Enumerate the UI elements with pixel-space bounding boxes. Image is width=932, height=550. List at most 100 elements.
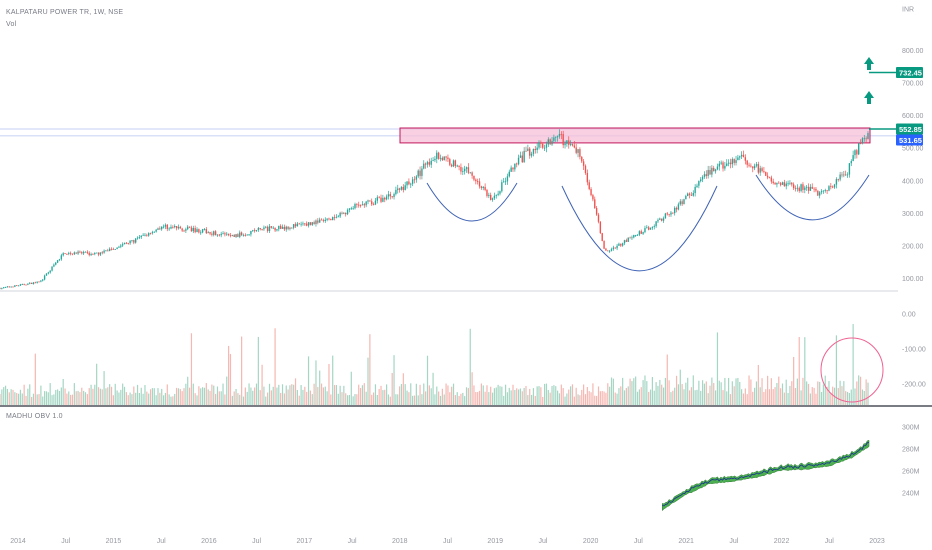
volume-bar <box>681 384 683 405</box>
volume-bar <box>242 396 245 405</box>
candle-body <box>627 237 629 242</box>
volume-bar <box>540 387 542 405</box>
volume-bar <box>655 382 657 405</box>
volume-bar <box>30 396 33 405</box>
candle-body <box>71 253 74 255</box>
volume-bar <box>806 381 808 405</box>
candle-body <box>229 234 232 236</box>
volume-bar <box>744 388 746 405</box>
volume-bar <box>610 377 613 405</box>
candle-body <box>796 187 799 189</box>
candle-body <box>668 214 670 216</box>
candle-body <box>42 279 44 281</box>
candle-body <box>740 154 743 157</box>
volume-bar <box>14 392 16 405</box>
volume-bar <box>536 386 538 405</box>
volume-bar <box>274 328 276 405</box>
candle-body <box>542 143 544 148</box>
time-tick-label: 2014 <box>10 538 26 545</box>
volume-bar <box>767 375 769 405</box>
volume-bar <box>155 395 157 405</box>
indicator-title: MADHU OBV 1.0 <box>6 413 63 420</box>
volume-bar <box>640 387 642 405</box>
time-tick-label: 2018 <box>392 538 408 545</box>
volume-bar <box>352 396 354 405</box>
volume-bar <box>555 386 557 405</box>
volume-bar <box>661 384 663 405</box>
candle-body <box>391 196 393 198</box>
candle-body <box>445 156 447 158</box>
volume-bar <box>720 382 722 405</box>
candle-body <box>19 284 22 286</box>
volume-bar <box>649 389 652 405</box>
candle-body <box>586 173 589 183</box>
volume-bar <box>107 387 109 405</box>
candle-body <box>153 231 155 233</box>
candle-body <box>839 174 841 180</box>
volume-bar <box>824 375 826 405</box>
candle-body <box>538 142 540 148</box>
volume-bar <box>848 392 851 405</box>
volume-bar <box>439 395 442 405</box>
volume-bar <box>71 394 74 405</box>
candle-body <box>257 228 260 230</box>
volume-bar <box>867 382 869 405</box>
volume-bar <box>804 337 806 405</box>
candle-body <box>722 162 724 169</box>
candle-body <box>850 161 852 164</box>
volume-bar <box>309 390 311 405</box>
volume-bar <box>811 387 813 405</box>
volume-bar <box>328 364 330 405</box>
volume-bar <box>668 380 670 405</box>
volume-bar <box>839 380 841 405</box>
candle-body <box>185 229 187 231</box>
volume-bar <box>432 372 434 405</box>
volume-bar <box>759 387 761 405</box>
candle-body <box>16 285 18 287</box>
candle-body <box>426 162 429 165</box>
candle-body <box>345 212 347 215</box>
candle-body <box>841 174 843 176</box>
volume-bar <box>850 389 852 405</box>
volume-bar <box>596 395 598 405</box>
candle-body <box>718 163 721 167</box>
candle-body <box>1 288 3 290</box>
volume-bar <box>261 364 263 405</box>
candle-body <box>820 191 823 193</box>
obv-tick-label: 260M <box>902 469 920 476</box>
volume-bar <box>471 372 473 405</box>
candle-body <box>361 204 364 206</box>
candle-body <box>859 143 862 145</box>
volume-bar <box>504 384 507 405</box>
candle-body <box>324 219 326 222</box>
volume-bar <box>265 396 267 405</box>
volume-bar <box>268 383 271 405</box>
candle-body <box>161 226 163 230</box>
candle-body <box>311 222 313 225</box>
candle-body <box>529 148 531 156</box>
candle-body <box>532 148 535 154</box>
candle-body <box>588 182 590 190</box>
candle-body <box>339 212 341 217</box>
candle-body <box>402 186 405 190</box>
volume-bar <box>618 388 620 405</box>
candle-body <box>378 197 380 199</box>
volume-bar <box>192 383 194 405</box>
candle-body <box>493 195 496 199</box>
candle-body <box>289 227 291 229</box>
volume-bar <box>196 395 198 405</box>
candle-body <box>218 234 221 236</box>
candle-body <box>302 223 304 225</box>
volume-bar <box>454 395 456 405</box>
time-tick-label: 2023 <box>869 538 885 545</box>
volume-bar <box>164 392 167 405</box>
volume-bar <box>813 387 815 405</box>
volume-bar <box>679 369 681 405</box>
volume-bar <box>724 377 726 405</box>
volume-bar <box>140 387 142 405</box>
candle-body <box>456 165 458 167</box>
candle-body <box>508 171 510 177</box>
candle-body <box>129 240 131 244</box>
volume-bar <box>477 392 479 405</box>
